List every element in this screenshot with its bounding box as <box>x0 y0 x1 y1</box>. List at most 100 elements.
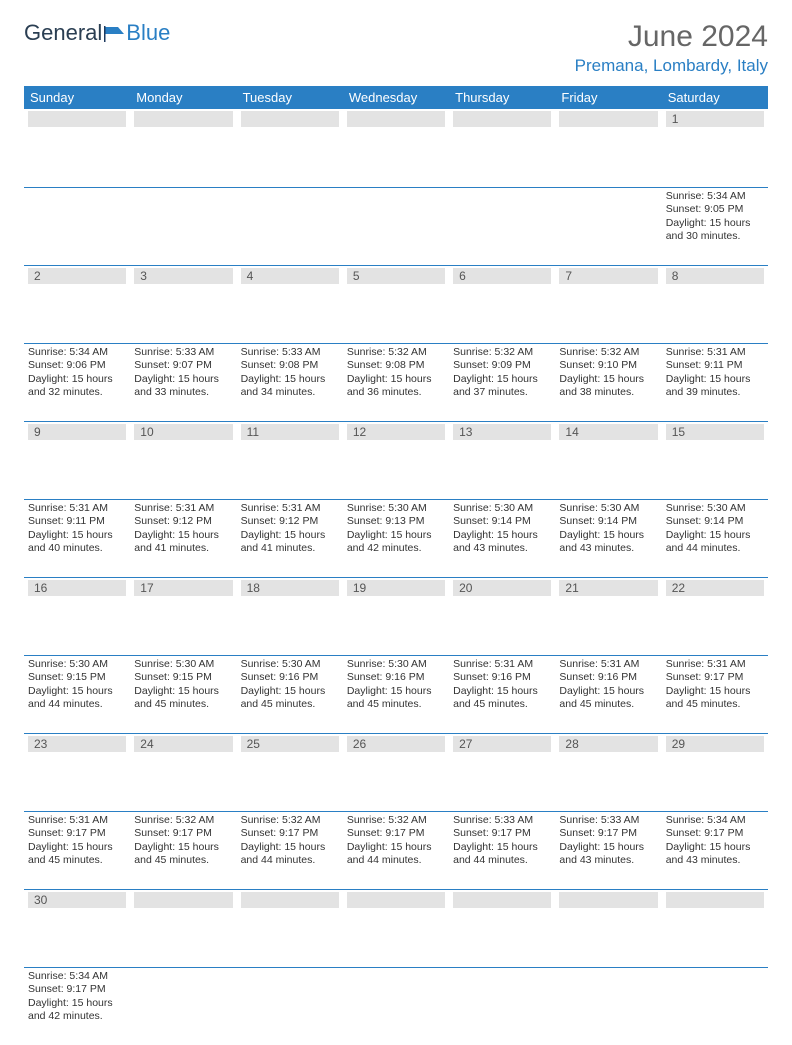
daynum-cell: 26 <box>343 733 449 811</box>
day-number <box>453 892 551 908</box>
daylight-text: Daylight: 15 hours <box>453 529 551 543</box>
calendar-day-cell <box>555 967 661 1045</box>
calendar-day-cell: Sunrise: 5:31 AMSunset: 9:16 PMDaylight:… <box>449 655 555 733</box>
daynum-cell: 4 <box>237 265 343 343</box>
daylight-text: and 45 minutes. <box>453 698 551 712</box>
logo: General Blue <box>24 20 170 46</box>
day-number <box>559 892 657 908</box>
sunrise-text: Sunrise: 5:31 AM <box>666 658 764 672</box>
daynum-cell: 7 <box>555 265 661 343</box>
day-content: Sunrise: 5:33 AMSunset: 9:17 PMDaylight:… <box>453 814 551 869</box>
sunset-text: Sunset: 9:17 PM <box>347 827 445 841</box>
sunset-text: Sunset: 9:14 PM <box>453 515 551 529</box>
sunrise-text: Sunrise: 5:32 AM <box>453 346 551 360</box>
daylight-text: and 44 minutes. <box>241 854 339 868</box>
daylight-text: and 42 minutes. <box>347 542 445 556</box>
daylight-text: Daylight: 15 hours <box>666 217 764 231</box>
calendar-day-cell: Sunrise: 5:32 AMSunset: 9:09 PMDaylight:… <box>449 343 555 421</box>
calendar-day-cell <box>449 967 555 1045</box>
daynum-row: 30 <box>24 889 768 967</box>
calendar-day-cell <box>130 967 236 1045</box>
calendar-day-cell: Sunrise: 5:33 AMSunset: 9:17 PMDaylight:… <box>555 811 661 889</box>
daynum-cell: 27 <box>449 733 555 811</box>
daynum-cell: 10 <box>130 421 236 499</box>
day-number <box>666 892 764 908</box>
daylight-text: Daylight: 15 hours <box>453 841 551 855</box>
daylight-text: Daylight: 15 hours <box>241 685 339 699</box>
day-number: 24 <box>134 736 232 752</box>
daylight-text: and 45 minutes. <box>666 698 764 712</box>
day-content: Sunrise: 5:32 AMSunset: 9:10 PMDaylight:… <box>559 346 657 401</box>
daylight-text: and 39 minutes. <box>666 386 764 400</box>
sunset-text: Sunset: 9:17 PM <box>666 671 764 685</box>
calendar-day-cell: Sunrise: 5:32 AMSunset: 9:10 PMDaylight:… <box>555 343 661 421</box>
day-number: 28 <box>559 736 657 752</box>
daylight-text: and 43 minutes. <box>559 854 657 868</box>
daylight-text: and 36 minutes. <box>347 386 445 400</box>
daylight-text: Daylight: 15 hours <box>559 841 657 855</box>
sunset-text: Sunset: 9:06 PM <box>28 359 126 373</box>
day-number: 29 <box>666 736 764 752</box>
sunrise-text: Sunrise: 5:31 AM <box>666 346 764 360</box>
daynum-cell <box>662 889 768 967</box>
calendar-day-cell <box>130 187 236 265</box>
day-number: 21 <box>559 580 657 596</box>
daynum-cell <box>555 889 661 967</box>
calendar-day-cell <box>237 967 343 1045</box>
day-number <box>559 111 657 127</box>
daylight-text: Daylight: 15 hours <box>347 841 445 855</box>
day-number: 14 <box>559 424 657 440</box>
daynum-cell: 13 <box>449 421 555 499</box>
sunrise-text: Sunrise: 5:33 AM <box>241 346 339 360</box>
daylight-text: Daylight: 15 hours <box>241 373 339 387</box>
calendar-day-cell: Sunrise: 5:30 AMSunset: 9:13 PMDaylight:… <box>343 499 449 577</box>
daynum-cell <box>449 889 555 967</box>
daynum-row: 2345678 <box>24 265 768 343</box>
daynum-cell: 1 <box>662 109 768 187</box>
daynum-cell: 24 <box>130 733 236 811</box>
sunset-text: Sunset: 9:16 PM <box>347 671 445 685</box>
sunrise-text: Sunrise: 5:30 AM <box>347 658 445 672</box>
calendar-day-cell <box>555 187 661 265</box>
sunrise-text: Sunrise: 5:32 AM <box>347 346 445 360</box>
day-number: 5 <box>347 268 445 284</box>
sunset-text: Sunset: 9:07 PM <box>134 359 232 373</box>
day-content: Sunrise: 5:31 AMSunset: 9:11 PMDaylight:… <box>28 502 126 557</box>
daylight-text: Daylight: 15 hours <box>134 841 232 855</box>
daylight-text: Daylight: 15 hours <box>559 685 657 699</box>
daylight-text: and 44 minutes. <box>453 854 551 868</box>
day-content: Sunrise: 5:30 AMSunset: 9:14 PMDaylight:… <box>559 502 657 557</box>
day-number: 26 <box>347 736 445 752</box>
calendar-day-cell <box>24 187 130 265</box>
day-content: Sunrise: 5:32 AMSunset: 9:17 PMDaylight:… <box>241 814 339 869</box>
day-content: Sunrise: 5:34 AMSunset: 9:17 PMDaylight:… <box>666 814 764 869</box>
calendar-week-row: Sunrise: 5:34 AMSunset: 9:05 PMDaylight:… <box>24 187 768 265</box>
daylight-text: Daylight: 15 hours <box>666 841 764 855</box>
daynum-cell: 20 <box>449 577 555 655</box>
daynum-cell: 12 <box>343 421 449 499</box>
day-number: 7 <box>559 268 657 284</box>
day-number: 18 <box>241 580 339 596</box>
sunset-text: Sunset: 9:17 PM <box>666 827 764 841</box>
day-number: 23 <box>28 736 126 752</box>
daynum-cell: 23 <box>24 733 130 811</box>
calendar-day-cell: Sunrise: 5:31 AMSunset: 9:17 PMDaylight:… <box>24 811 130 889</box>
calendar-day-cell <box>343 967 449 1045</box>
sunset-text: Sunset: 9:17 PM <box>559 827 657 841</box>
daylight-text: Daylight: 15 hours <box>666 529 764 543</box>
day-number: 16 <box>28 580 126 596</box>
calendar-day-cell: Sunrise: 5:30 AMSunset: 9:16 PMDaylight:… <box>343 655 449 733</box>
daylight-text: and 42 minutes. <box>28 1010 126 1024</box>
day-content: Sunrise: 5:32 AMSunset: 9:09 PMDaylight:… <box>453 346 551 401</box>
location-subtitle: Premana, Lombardy, Italy <box>575 56 768 76</box>
sunset-text: Sunset: 9:09 PM <box>453 359 551 373</box>
daylight-text: Daylight: 15 hours <box>666 373 764 387</box>
sunrise-text: Sunrise: 5:34 AM <box>28 970 126 984</box>
sunset-text: Sunset: 9:15 PM <box>28 671 126 685</box>
calendar-day-cell: Sunrise: 5:33 AMSunset: 9:08 PMDaylight:… <box>237 343 343 421</box>
day-number <box>347 111 445 127</box>
daylight-text: and 45 minutes. <box>347 698 445 712</box>
daynum-cell: 19 <box>343 577 449 655</box>
sunset-text: Sunset: 9:08 PM <box>347 359 445 373</box>
day-number: 9 <box>28 424 126 440</box>
